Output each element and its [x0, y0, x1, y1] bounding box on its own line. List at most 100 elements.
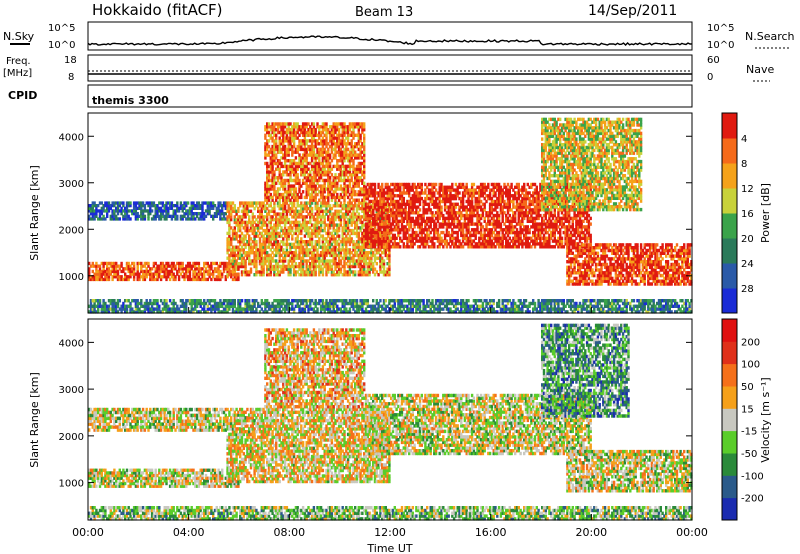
power-echo-cell [562, 245, 565, 249]
power-echo-cell [395, 211, 398, 215]
power-echo-cell [176, 209, 179, 213]
power-echo-cell [494, 202, 497, 206]
power-echo-cell [195, 214, 199, 218]
power-echo-cell [357, 273, 360, 277]
power-echo-cell [116, 212, 120, 216]
power-echo-cell [334, 248, 337, 252]
power-echo-cell [109, 269, 112, 274]
power-echo-cell [368, 199, 371, 204]
power-echo-cell [271, 234, 274, 238]
power-echo-cell [253, 259, 256, 263]
power-echo-cell [388, 222, 391, 226]
power-echo-cell [188, 209, 192, 213]
power-echo-cell [476, 199, 479, 204]
power-echo-cell [208, 264, 211, 268]
power-echo-cell [262, 240, 265, 244]
power-echo-cell [332, 204, 335, 208]
power-echo-cell [528, 196, 531, 201]
power-echo-cell [368, 205, 371, 209]
power-echo-cell [402, 233, 405, 238]
power-echo-cell [336, 262, 339, 266]
power-echo-cell [91, 277, 94, 282]
power-echo-cell [275, 234, 278, 238]
power-echo-cell [282, 259, 285, 263]
power-echo-cell [314, 248, 317, 252]
power-echo-cell [575, 279, 578, 283]
power-echo-cell [523, 202, 526, 206]
power-echo-cell [100, 272, 103, 276]
power-echo-cell [231, 234, 235, 238]
power-echo-cell [111, 269, 114, 274]
power-echo-cell [321, 253, 325, 258]
power-echo-cell [370, 264, 373, 269]
power-echo-cell [364, 253, 368, 258]
power-echo-cell [264, 256, 267, 260]
power-echo-cell [330, 234, 334, 238]
power-echo-cell [147, 204, 150, 208]
power-echo-cell [397, 199, 400, 204]
power-echo-cell [417, 233, 420, 238]
power-echo-cell [535, 202, 538, 206]
power-echo-cell [366, 245, 369, 249]
power-echo-cell [517, 188, 520, 192]
power-echo-cell [346, 223, 350, 227]
power-echo-cell [221, 275, 224, 279]
power-echo-cell [172, 275, 175, 279]
power-echo-cell [194, 275, 197, 279]
power-echo-cell [172, 267, 175, 271]
power-echo-cell [285, 220, 289, 225]
power-echo-cell [260, 253, 263, 258]
power-echo-cell [230, 251, 233, 255]
power-echo-cell [292, 215, 296, 219]
power-echo-cell [530, 208, 533, 212]
power-echo-cell [303, 251, 307, 255]
power-echo-cell [415, 211, 418, 215]
power-echo-cell [341, 240, 344, 244]
power-echo-cell [310, 228, 314, 233]
power-echo-cell [584, 233, 587, 238]
power-echo-cell [411, 196, 414, 201]
power-echo-cell [399, 228, 402, 232]
power-echo-cell [602, 271, 605, 275]
power-echo-cell [188, 267, 192, 271]
power-echo-cell [408, 191, 411, 195]
power-echo-cell [377, 208, 380, 212]
power-echo-cell [348, 209, 352, 213]
power-echo-cell [336, 240, 339, 244]
power-echo-cell [113, 272, 116, 276]
power-echo-cell [289, 226, 292, 230]
power-echo-cell [438, 188, 441, 192]
power-echo-cell [377, 194, 380, 198]
power-echo-cell [330, 242, 334, 247]
power-echo-cell [231, 262, 235, 266]
power-echo-cell [343, 259, 346, 263]
power-echo-cell [381, 211, 384, 215]
power-echo-cell [257, 234, 260, 238]
power-echo-cell [104, 275, 107, 279]
power-echo-cell [575, 199, 578, 204]
power-echo-cell [199, 206, 202, 210]
power-echo-cell [140, 269, 143, 274]
power-echo-cell [454, 216, 458, 221]
power-echo-cell [589, 246, 592, 250]
power-echo-cell [578, 194, 582, 198]
power-echo-cell [542, 239, 546, 243]
power-echo-cell [93, 264, 96, 268]
power-echo-cell [249, 201, 253, 205]
power-echo-cell [514, 196, 517, 201]
power-echo-cell [566, 273, 569, 278]
power-echo-cell [580, 236, 583, 240]
power-echo-cell [478, 202, 481, 206]
power-echo-cell [294, 220, 298, 225]
power-echo-cell [528, 211, 531, 215]
power-echo-cell [479, 230, 483, 235]
power-echo-cell [292, 267, 296, 271]
power-echo-cell [488, 228, 492, 232]
power-echo-cell [334, 264, 337, 269]
power-echo-cell [390, 236, 393, 240]
power-echo-cell [584, 211, 587, 215]
power-echo-cell [303, 248, 307, 252]
power-echo-cell [426, 228, 429, 232]
power-echo-cell [470, 216, 474, 221]
power-echo-cell [345, 204, 348, 208]
